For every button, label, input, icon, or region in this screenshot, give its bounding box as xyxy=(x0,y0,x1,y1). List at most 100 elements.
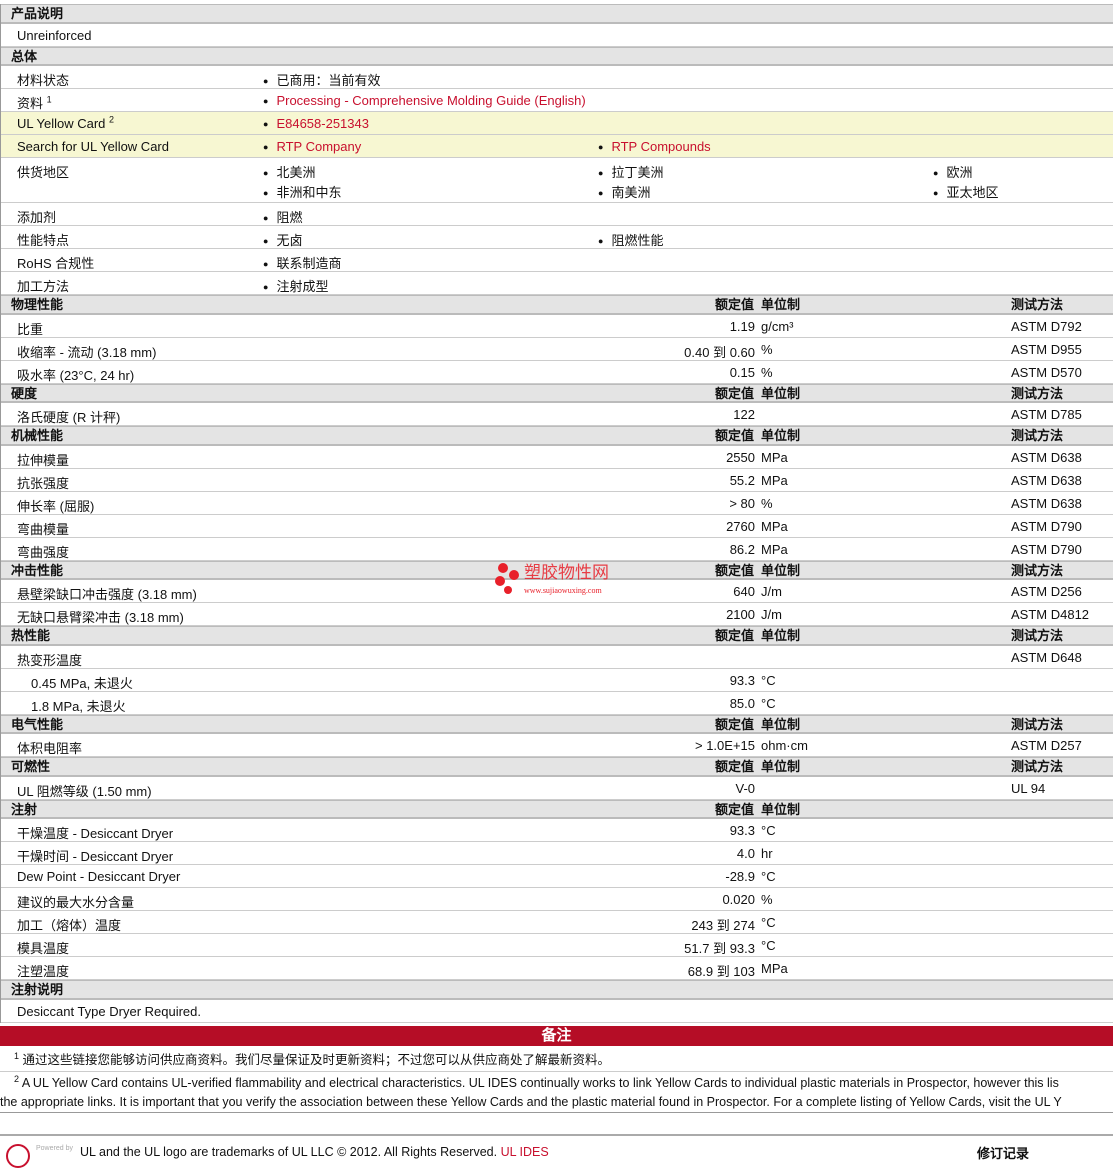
property-value: 86.2 xyxy=(729,541,755,557)
property-row: 比重 1.19 g/cm³ ASTM D792 xyxy=(1,315,1113,338)
property-row: 弯曲强度 86.2 MPa ASTM D790 xyxy=(1,538,1113,561)
property-label: 干燥温度 - Desiccant Dryer xyxy=(17,826,174,841)
property-unit: MPa xyxy=(761,961,788,976)
section-title: 电气性能 xyxy=(11,716,64,732)
test-method-column-header: 测试方法 xyxy=(1011,759,1064,774)
test-method: ASTM D790 xyxy=(1011,541,1082,557)
test-method: ASTM D256 xyxy=(1011,584,1082,599)
property-label: 悬壁梁缺口冲击强度 (3.18 mm) xyxy=(17,587,197,602)
property-row: 0.45 MPa, 未退火 93.3 °C xyxy=(1,669,1113,692)
footnote-1: 1 通过这些链接您能够访问供应商资料。我们尽量保证及时更新资料；不过您可以从供应… xyxy=(0,1049,1113,1072)
property-label: 加工（熔体）温度 xyxy=(17,918,122,933)
property-row: 抗张强度 55.2 MPa ASTM D638 xyxy=(1,469,1113,492)
bullet-link[interactable]: RTP Company xyxy=(263,139,361,154)
property-unit: °C xyxy=(761,695,776,711)
bullet-link[interactable]: E84658-251343 xyxy=(263,116,369,131)
ul-logo-icon xyxy=(6,1144,30,1168)
description-row: Unreinforced xyxy=(1,24,1113,47)
general-row: Search for UL Yellow Card RTP Company RTP … xyxy=(1,135,1113,158)
property-unit: g/cm³ xyxy=(761,318,794,334)
bullet-item: 南美洲 xyxy=(598,182,650,201)
bullet-item: 注射成型 xyxy=(263,276,328,295)
bullet-item: 北美洲 xyxy=(263,162,315,181)
property-label: 0.45 MPa, 未退火 xyxy=(31,675,133,691)
property-label: 无缺口悬臂梁冲击 (3.18 mm) xyxy=(17,610,184,625)
general-row: RoHS 合规性 联系制造商 xyxy=(1,249,1113,272)
value-column-header: 额定值 xyxy=(714,628,754,643)
property-value: 4.0 xyxy=(736,846,755,861)
section-header: 注射 额定值 单位制 xyxy=(1,799,1113,819)
test-method: ASTM D648 xyxy=(1011,649,1082,665)
property-row: 收缩率 - 流动 (3.18 mm) 0.40 到 0.60% ASTM D955 xyxy=(1,338,1113,361)
property-label: 体积电阻率 xyxy=(17,741,83,756)
property-row: UL 阻燃等级 (1.50 mm) V-0 UL 94 xyxy=(1,777,1113,800)
value-column-header: 额定值 xyxy=(714,759,754,774)
footer-divider xyxy=(0,1134,1113,1136)
property-label: 弯曲模量 xyxy=(17,521,70,537)
value-column-header: 额定值 xyxy=(714,428,754,443)
property-unit: MPa xyxy=(761,449,788,465)
property-label: 洛氏硬度 (R 计秤) xyxy=(17,410,121,425)
property-unit: J/m xyxy=(761,607,782,622)
property-value: -28.9 xyxy=(725,869,755,884)
bullet-link[interactable]: Processing - Comprehensive Molding Guide… xyxy=(263,93,585,108)
unit-column-header: 单位制 xyxy=(761,385,801,401)
property-value: 51.7 到 93.3 xyxy=(684,941,755,956)
property-row: 干燥时间 - Desiccant Dryer 4.0 hr xyxy=(1,842,1113,865)
property-row: 伸长率 (屈服) > 80% ASTM D638 xyxy=(1,492,1113,515)
property-label: 吸水率 (23°C, 24 hr) xyxy=(17,367,135,383)
general-row: 加工方法 注射成型 xyxy=(1,272,1113,295)
row-label: 加工方法 xyxy=(17,279,70,294)
property-row: 注塑温度 68.9 到 103 MPa xyxy=(1,957,1113,980)
test-method-column-header: 测试方法 xyxy=(1011,716,1064,732)
general-row: 资料 1 Processing - Comprehensive Molding G… xyxy=(1,89,1113,112)
property-label: 弯曲强度 xyxy=(17,544,70,560)
section-header: 硬度 额定值 单位制 测试方法 xyxy=(1,383,1113,403)
property-row: 洛氏硬度 (R 计秤) 122 ASTM D785 xyxy=(1,403,1113,426)
unit-column-header: 单位制 xyxy=(761,759,801,774)
section-title: 机械性能 xyxy=(11,428,64,443)
test-method: ASTM D257 xyxy=(1011,738,1082,753)
footnote-2: 2 A UL Yellow Card contains UL-verified … xyxy=(0,1072,1113,1113)
property-label: Dew Point - Desiccant Dryer xyxy=(17,869,181,884)
property-unit: °C xyxy=(761,823,776,838)
row-label: 材料状态 xyxy=(17,73,70,88)
property-unit: % xyxy=(761,892,773,907)
test-method: ASTM D638 xyxy=(1011,449,1082,465)
revision-history-link[interactable]: 修订记录 xyxy=(977,1146,1030,1161)
row-label: 性能特点 xyxy=(17,233,70,248)
property-row: 体积电阻率 > 1.0E+15 ohm·cm ASTM D257 xyxy=(1,734,1113,757)
unit-column-header: 单位制 xyxy=(761,716,801,732)
row-label: 资料 1 xyxy=(17,94,52,111)
section-injection-notes: 注射说明 xyxy=(1,980,1113,1000)
test-method-column-header: 测试方法 xyxy=(1011,297,1064,312)
property-value: > 80 xyxy=(729,495,755,511)
test-method: ASTM D4812 xyxy=(1011,607,1090,622)
property-unit: % xyxy=(761,364,773,380)
row-label: 添加剂 xyxy=(17,210,57,225)
bullet-item: 阻燃 xyxy=(263,207,302,226)
notes-header: 备注 xyxy=(0,1026,1113,1046)
property-value: 2760 xyxy=(726,518,755,534)
unit-column-header: 单位制 xyxy=(761,562,801,578)
property-label: 注塑温度 xyxy=(17,964,70,979)
property-row: 无缺口悬臂梁冲击 (3.18 mm) 2100 J/m ASTM D4812 xyxy=(1,603,1113,626)
powered-by-logo: Powered by xyxy=(36,1145,73,1152)
property-value: 122 xyxy=(733,407,755,422)
test-method: ASTM D638 xyxy=(1011,495,1082,511)
property-row: 1.8 MPa, 未退火 85.0 °C xyxy=(1,692,1113,715)
ul-ides-link[interactable]: UL IDES xyxy=(500,1145,549,1159)
property-row: 建议的最大水分含量 0.020% xyxy=(1,888,1113,911)
property-row: Dew Point - Desiccant Dryer -28.9 °C xyxy=(1,865,1113,888)
property-value: 55.2 xyxy=(729,472,755,488)
property-unit: hr xyxy=(761,846,773,861)
property-value: 68.9 到 103 xyxy=(687,964,755,979)
description-text: Unreinforced xyxy=(17,27,92,43)
property-label: UL 阻燃等级 (1.50 mm) xyxy=(17,783,152,799)
property-unit: ohm·cm xyxy=(761,738,808,753)
bullet-link[interactable]: RTP Compounds xyxy=(598,139,710,154)
section-title: 可燃性 xyxy=(11,759,51,774)
property-label: 模具温度 xyxy=(17,941,70,956)
property-unit: J/m xyxy=(761,584,782,599)
